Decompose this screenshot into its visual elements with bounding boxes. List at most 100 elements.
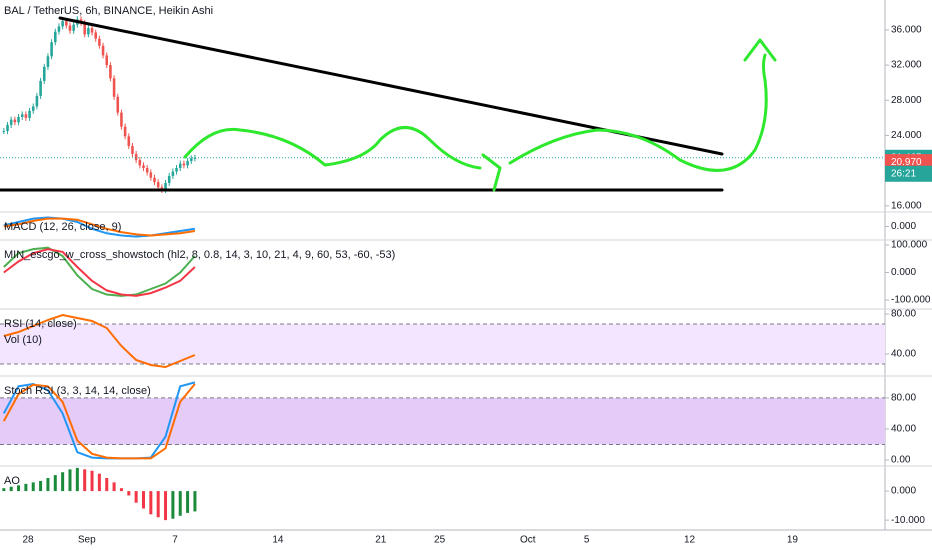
histogram-bar xyxy=(31,482,35,492)
candle xyxy=(186,160,189,166)
candle xyxy=(17,116,20,123)
candle xyxy=(50,42,53,57)
x-tick-label: 7 xyxy=(172,535,178,546)
candle xyxy=(24,114,28,118)
candle xyxy=(65,21,68,26)
countdown-badge xyxy=(885,165,932,182)
candle xyxy=(178,163,182,169)
candle xyxy=(35,95,39,107)
histogram-bar xyxy=(193,491,197,512)
histogram-bar xyxy=(17,485,21,492)
histogram-bar xyxy=(112,482,116,492)
histogram-bar xyxy=(46,478,50,492)
y-tick-label: 80.00 xyxy=(891,309,916,320)
x-tick-label: 21 xyxy=(375,535,387,546)
pane-title: MACD (12, 26, close, 9) xyxy=(4,221,121,233)
histogram-bar xyxy=(178,491,182,516)
projection-drawing xyxy=(183,38,777,192)
histogram-bar xyxy=(149,491,153,515)
candle xyxy=(123,126,127,137)
candle xyxy=(13,119,17,123)
candle xyxy=(6,124,9,132)
candle xyxy=(46,56,50,67)
pane-title: MIN_escgo_w_cross_showstoch (hl2, 8, 0.8… xyxy=(4,249,395,261)
candle xyxy=(31,106,35,111)
y-tick-label: 40.00 xyxy=(891,349,916,360)
candle xyxy=(90,28,94,33)
histogram-bar xyxy=(186,491,190,513)
y-tick-label: 0.000 xyxy=(891,486,916,497)
candle xyxy=(134,153,138,161)
chart-title: BAL / TetherUS, 6h, BINANCE, Heikin Ashi xyxy=(4,5,213,17)
indicator-line xyxy=(3,313,196,369)
candle xyxy=(164,182,167,191)
candle xyxy=(39,80,42,96)
y-tick-label: 0.000 xyxy=(891,221,916,232)
histogram-bar xyxy=(97,473,101,492)
pane-title: Stoch RSI (3, 3, 14, 14, close) xyxy=(4,385,151,397)
histogram-bar xyxy=(68,469,72,492)
candle xyxy=(9,119,13,125)
indicator-line xyxy=(2,383,196,460)
candle xyxy=(131,146,134,154)
y-tick-label: 0.00 xyxy=(891,455,911,466)
histogram-bar xyxy=(119,488,123,492)
histogram-bar xyxy=(39,480,43,492)
x-tick-label: 5 xyxy=(584,535,590,546)
y-tick-label: 28.000 xyxy=(891,95,922,106)
drawings xyxy=(0,16,777,192)
candle xyxy=(68,25,72,31)
histogram-bar xyxy=(75,467,79,492)
x-tick-label: 14 xyxy=(272,535,284,546)
candle xyxy=(142,165,145,169)
histogram-bar xyxy=(24,483,28,492)
candle xyxy=(120,112,123,127)
candle xyxy=(94,32,97,39)
candle xyxy=(153,177,156,183)
candle xyxy=(105,55,109,66)
candle xyxy=(193,157,197,159)
pane-title: Vol (10) xyxy=(4,334,42,346)
y-tick-label: 0.000 xyxy=(891,267,916,278)
price-badge-label: 20.970 xyxy=(891,157,922,168)
candle xyxy=(109,65,112,79)
candle xyxy=(145,168,149,173)
candle xyxy=(54,31,57,43)
y-tick-label: 80.00 xyxy=(891,393,916,404)
x-tick-label: Sep xyxy=(78,535,96,546)
candle xyxy=(42,66,46,81)
x-tick-label: Oct xyxy=(520,535,536,546)
y-tick-label: -10.000 xyxy=(891,515,925,526)
candle xyxy=(127,136,131,147)
candle xyxy=(28,110,31,118)
histogram-bar xyxy=(171,491,175,519)
histogram-bar xyxy=(141,491,145,509)
x-tick-label: 12 xyxy=(684,535,696,546)
y-tick-label: 24.000 xyxy=(891,130,922,141)
indicator-line xyxy=(3,217,196,237)
candle xyxy=(61,21,64,27)
histogram-bar xyxy=(164,491,168,521)
candle xyxy=(20,114,24,117)
candle xyxy=(83,22,86,35)
candle xyxy=(175,168,178,172)
y-tick-label: 32.000 xyxy=(891,60,922,71)
candle xyxy=(182,163,186,166)
histogram-bar xyxy=(105,478,109,492)
candle xyxy=(167,175,171,183)
histogram-bar xyxy=(90,470,94,492)
y-tick-label: 40.00 xyxy=(891,424,916,435)
countdown: 26:21 xyxy=(891,168,916,179)
pane-title: RSI (14, close) xyxy=(4,318,77,330)
band xyxy=(0,324,885,364)
x-tick-label: 25 xyxy=(434,535,446,546)
candle xyxy=(2,131,6,133)
histogram-bar xyxy=(127,491,131,496)
histogram-bar xyxy=(2,488,6,492)
indicator-line xyxy=(3,248,196,297)
histogram-bar xyxy=(156,491,160,518)
x-tick-label: 28 xyxy=(22,535,34,546)
histogram-bar xyxy=(61,472,65,492)
